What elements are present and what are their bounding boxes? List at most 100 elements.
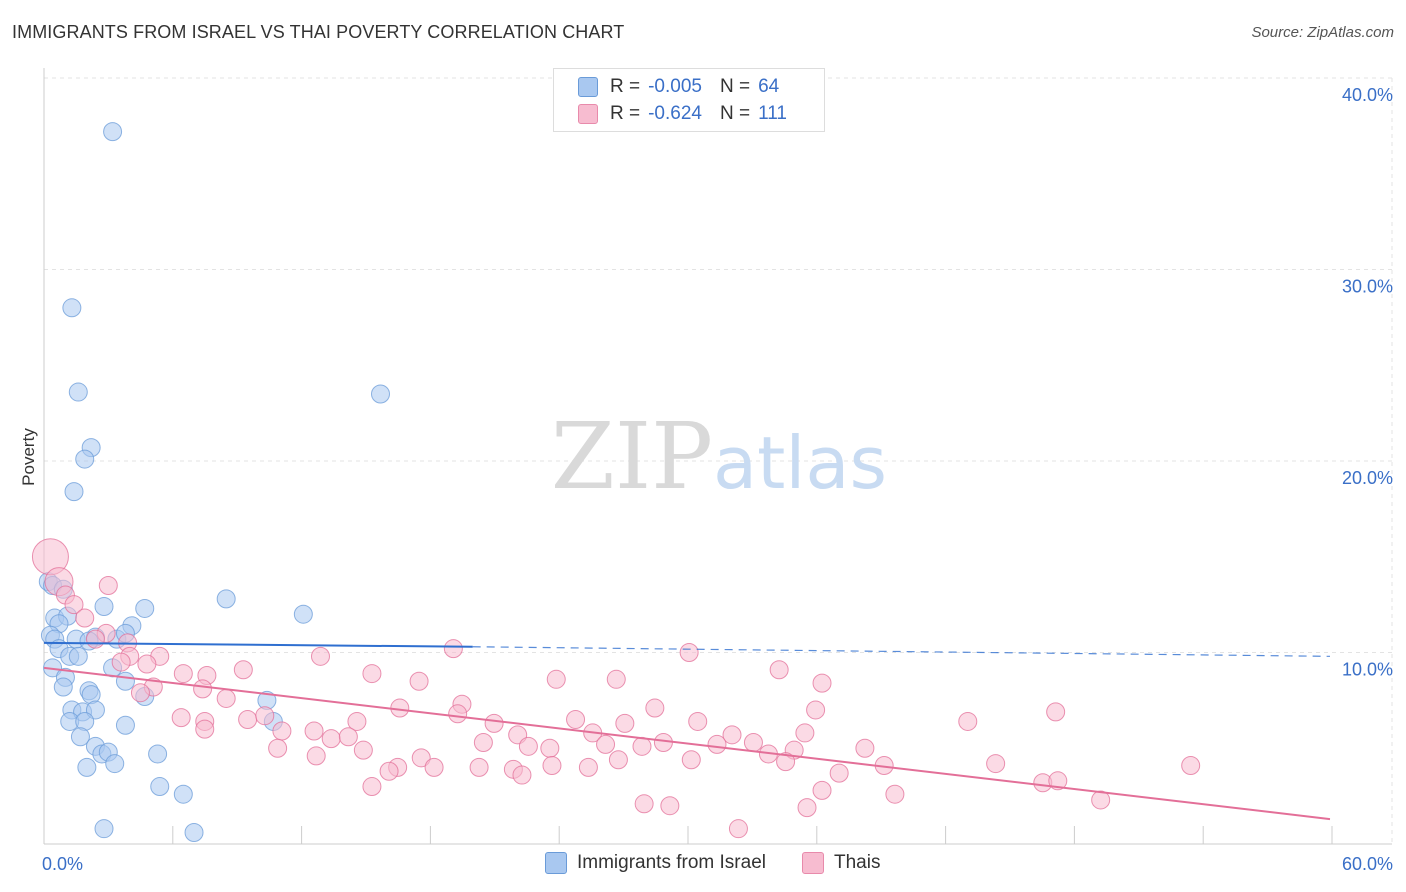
trend-lines [43, 641, 1331, 821]
data-point-thai [130, 683, 150, 703]
legend-r-value: -0.624 [648, 103, 702, 124]
correlation-legend: R = -0.005 N = 64 R = -0.624 N = 111 [553, 68, 825, 132]
trend-line-israel-extension [472, 646, 1331, 657]
data-point-thai [660, 796, 680, 816]
data-point-thai [679, 643, 699, 662]
legend-n-value: 64 [758, 76, 780, 97]
watermark-atlas: atlas [713, 421, 887, 505]
trend-line-thai [43, 666, 1331, 821]
data-point-thai [484, 713, 504, 733]
y-tick-label: 10.0% [1342, 660, 1393, 680]
data-point-thai [306, 746, 326, 766]
data-point-thai [255, 706, 275, 726]
data-point-thai [443, 639, 463, 659]
watermark: ZIP atlas [551, 403, 887, 510]
data-point-thai [722, 725, 742, 745]
data-point-israel [216, 589, 236, 609]
data-point-israel [148, 744, 168, 764]
data-point-thai [546, 669, 566, 689]
data-point-israel [173, 784, 193, 804]
data-point-thai [829, 763, 849, 783]
data-point-thai [304, 721, 324, 741]
data-point-thai [448, 704, 468, 724]
data-point-thai [797, 798, 817, 818]
data-point-thai [634, 794, 654, 814]
source-credit: Source: ZipAtlas.com [1251, 24, 1394, 41]
data-point-thai [195, 719, 215, 739]
y-axis-label: Poverty [19, 428, 38, 486]
data-point-thai [542, 755, 562, 775]
data-point-thai [812, 780, 832, 800]
legend-row-thai: R = -0.624 N = 111 [578, 102, 787, 126]
data-point-thai [111, 652, 131, 672]
data-point-thai [173, 664, 193, 684]
data-point-thai [1048, 771, 1068, 791]
y-tick-label: 20.0% [1342, 468, 1393, 488]
data-point-israel [184, 823, 204, 843]
axes [43, 68, 1392, 845]
data-point-thai [473, 733, 493, 753]
data-point-israel [293, 604, 313, 624]
legend-r-label: R = [610, 76, 641, 97]
data-point-thai [681, 750, 701, 770]
data-point-israel [53, 677, 73, 697]
data-point-israel [77, 757, 97, 777]
data-point-israel [68, 382, 88, 402]
data-point-israel [115, 715, 135, 735]
data-point-thai [812, 673, 832, 693]
data-point-thai [885, 784, 905, 804]
data-point-thai [310, 646, 330, 666]
data-point-thai [1046, 702, 1066, 722]
data-point-thai [776, 752, 796, 772]
data-point-israel [135, 598, 155, 618]
legend-n-label: N = [719, 103, 751, 124]
data-point-thai [268, 738, 288, 758]
tick-labels: 10.0% 20.0% 30.0% 40.0% 0.0% 60.0% [42, 85, 1393, 874]
data-point-thai [411, 748, 431, 768]
data-point-thai [75, 608, 95, 628]
legend-r-value: -0.005 [648, 76, 702, 97]
data-point-thai [540, 738, 560, 758]
legend-swatch-thai [578, 104, 598, 124]
series-legend-label-israel: Immigrants from Israel [577, 852, 766, 873]
data-point-thai [743, 733, 763, 753]
series-legend-israel[interactable]: Immigrants from Israel [545, 852, 766, 874]
data-point-thai [216, 688, 236, 708]
data-point-thai [653, 733, 673, 753]
series-legend-thai[interactable]: Thais [801, 852, 880, 874]
data-point-thai [362, 664, 382, 684]
data-point-thai [424, 757, 444, 777]
series-legend-swatch-israel [545, 852, 567, 874]
watermark-zip: ZIP [551, 403, 713, 510]
data-point-thai [353, 740, 373, 760]
data-point-thai [795, 723, 815, 743]
y-tick-label: 40.0% [1342, 85, 1393, 105]
data-point-thai [615, 713, 635, 733]
data-point-thai [233, 660, 253, 680]
data-point-thai [1181, 755, 1201, 775]
data-point-thai [512, 765, 532, 785]
data-point-thai [645, 698, 665, 718]
data-point-thai [566, 710, 586, 730]
data-point-israel [64, 482, 84, 502]
data-point-thai [193, 679, 213, 699]
data-point-israel [103, 122, 123, 142]
data-point-thai [137, 654, 157, 674]
x-tick-label: 60.0% [1342, 854, 1393, 874]
data-point-israel [94, 597, 114, 617]
data-point-thai [171, 708, 191, 728]
legend-n-value: 111 [758, 103, 787, 124]
data-point-israel [94, 819, 114, 839]
data-point-israel [105, 754, 125, 774]
legend-r-label: R = [610, 103, 641, 124]
trend-line-israel [43, 641, 473, 648]
x-tick-label: 0.0% [42, 854, 83, 874]
data-point-thai [688, 711, 708, 731]
data-point-israel [115, 671, 135, 691]
data-point-thai [85, 629, 105, 649]
data-point-israel [68, 646, 88, 666]
data-point-thai [338, 727, 358, 747]
data-point-israel [70, 727, 90, 747]
data-point-thai [958, 711, 978, 731]
